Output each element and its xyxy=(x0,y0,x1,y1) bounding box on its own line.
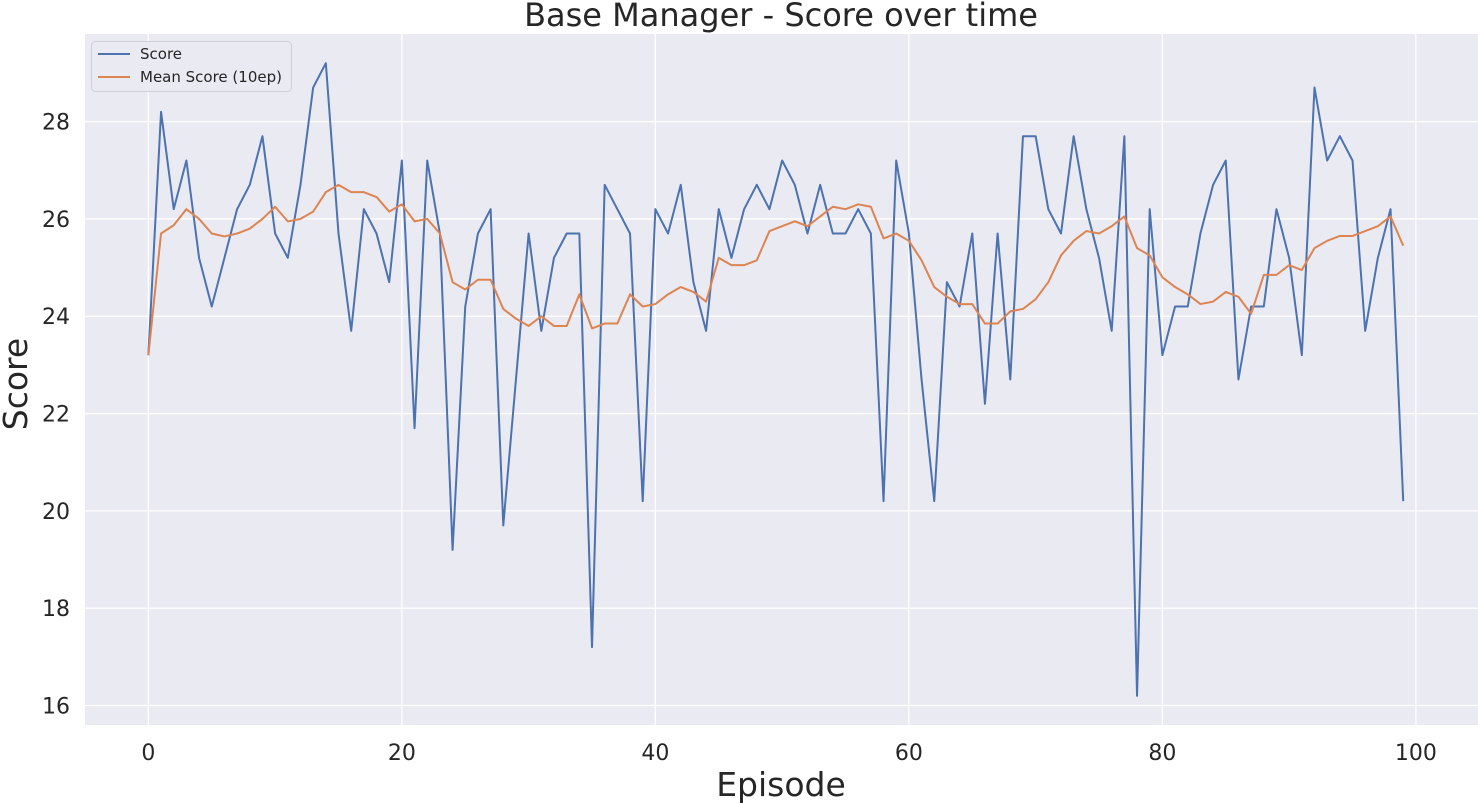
x-tick-label: 100 xyxy=(1395,741,1437,766)
x-axis-title: Episode xyxy=(716,765,846,803)
y-tick-label: 20 xyxy=(42,500,70,525)
y-tick-label: 16 xyxy=(42,695,70,720)
x-tick-label: 40 xyxy=(641,741,669,766)
series-line-score xyxy=(147,62,1405,697)
x-tick-label: 0 xyxy=(141,741,155,766)
y-tick-label: 22 xyxy=(42,403,70,428)
x-tick-label: 20 xyxy=(388,741,416,766)
series-lines xyxy=(147,62,1405,697)
legend: Score Mean Score (10ep) xyxy=(91,41,292,92)
y-tick-label: 18 xyxy=(42,597,70,622)
y-axis-title: Score xyxy=(0,338,35,430)
plot-background xyxy=(85,34,1478,725)
legend-label-score: Score xyxy=(140,45,182,63)
x-tick-label: 60 xyxy=(895,741,923,766)
y-tick-label: 28 xyxy=(42,111,70,136)
y-tick-label: 26 xyxy=(42,208,70,233)
x-tick-labels: 0 20 40 60 80 100 xyxy=(141,741,1437,766)
grid xyxy=(85,34,1478,725)
series-line-mean-score-10ep xyxy=(147,183,1405,356)
legend-label-mean-score: Mean Score (10ep) xyxy=(140,68,282,86)
chart-title: Base Manager - Score over time xyxy=(524,0,1038,34)
legend-box xyxy=(91,41,292,92)
x-tick-label: 80 xyxy=(1148,741,1176,766)
y-tick-label: 24 xyxy=(42,305,70,330)
y-tick-labels: 16 18 20 22 24 26 28 xyxy=(42,111,70,720)
